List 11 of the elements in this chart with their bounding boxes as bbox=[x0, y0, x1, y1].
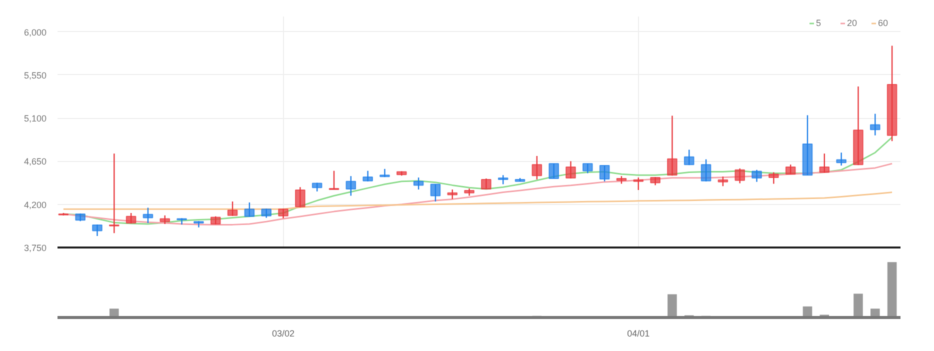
legend-label: 20 bbox=[847, 18, 858, 28]
y-tick-label: 4,200 bbox=[24, 200, 47, 210]
legend-label: 5 bbox=[816, 18, 822, 28]
legend-label: 60 bbox=[878, 18, 890, 28]
y-tick-label: 6,000 bbox=[24, 27, 47, 38]
y-tick-label: 5,550 bbox=[24, 70, 47, 80]
y-tick-label: 4,650 bbox=[24, 156, 47, 167]
x-tick-label: 04/01 bbox=[627, 328, 650, 338]
y-tick-label: 3,750 bbox=[24, 243, 47, 253]
y-tick-label: 5,100 bbox=[24, 114, 47, 124]
x-tick-label: 03/02 bbox=[272, 328, 295, 338]
